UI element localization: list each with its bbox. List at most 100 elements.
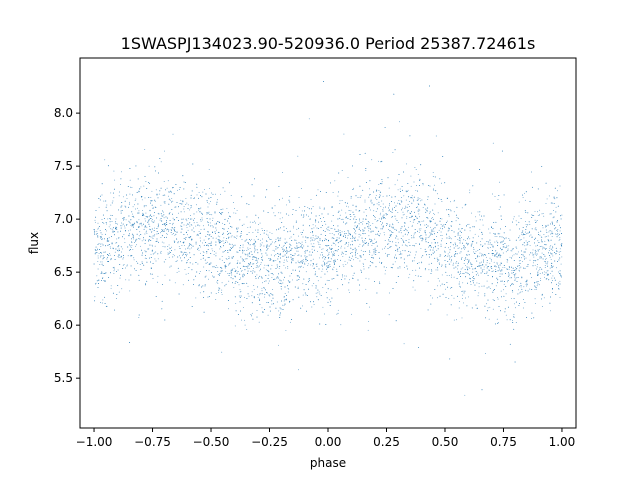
data-point bbox=[460, 286, 462, 288]
data-point bbox=[96, 275, 98, 277]
data-point bbox=[234, 275, 236, 277]
data-point bbox=[508, 272, 509, 274]
data-point bbox=[429, 232, 431, 234]
data-point bbox=[552, 245, 554, 247]
data-point bbox=[309, 280, 311, 281]
data-point bbox=[556, 197, 558, 199]
data-point bbox=[356, 252, 358, 254]
data-point bbox=[373, 257, 374, 259]
data-point bbox=[440, 245, 442, 247]
data-point bbox=[502, 236, 504, 238]
data-point bbox=[261, 227, 263, 229]
data-point bbox=[123, 257, 125, 259]
data-point bbox=[460, 232, 462, 234]
data-point bbox=[503, 265, 505, 266]
data-point bbox=[315, 221, 317, 223]
data-point bbox=[459, 301, 461, 303]
data-point bbox=[429, 85, 430, 87]
data-point bbox=[450, 276, 452, 278]
data-point bbox=[406, 230, 408, 232]
data-point bbox=[220, 246, 222, 248]
data-point bbox=[535, 254, 537, 256]
data-point bbox=[120, 274, 121, 276]
data-point bbox=[394, 256, 395, 258]
data-point bbox=[230, 233, 232, 235]
data-point bbox=[408, 201, 410, 203]
data-point bbox=[456, 245, 458, 247]
data-point bbox=[331, 232, 333, 234]
data-point bbox=[320, 220, 322, 222]
data-point bbox=[174, 282, 176, 284]
data-point bbox=[271, 276, 273, 278]
data-point bbox=[164, 319, 166, 321]
data-point bbox=[441, 182, 442, 184]
data-point bbox=[234, 325, 236, 327]
data-point bbox=[164, 202, 166, 204]
data-point bbox=[126, 194, 128, 196]
data-point bbox=[306, 249, 308, 251]
data-point bbox=[223, 228, 225, 230]
data-point bbox=[215, 229, 217, 231]
data-point bbox=[522, 307, 524, 309]
data-point bbox=[301, 245, 302, 247]
data-point bbox=[394, 184, 396, 186]
data-point bbox=[264, 264, 266, 266]
data-point bbox=[358, 236, 360, 238]
data-point bbox=[517, 251, 519, 253]
data-point bbox=[97, 236, 99, 238]
data-point bbox=[411, 211, 412, 213]
data-point bbox=[421, 237, 423, 239]
data-point bbox=[401, 197, 402, 198]
data-point bbox=[183, 224, 185, 226]
data-point bbox=[496, 263, 498, 265]
data-point bbox=[199, 246, 201, 248]
data-point bbox=[418, 185, 420, 186]
data-point bbox=[348, 289, 350, 291]
data-point bbox=[192, 163, 194, 165]
data-point bbox=[343, 235, 344, 237]
data-point bbox=[317, 227, 319, 229]
data-point bbox=[392, 232, 394, 234]
data-point bbox=[129, 290, 131, 292]
data-point bbox=[389, 225, 391, 227]
data-point bbox=[260, 262, 262, 264]
data-point bbox=[426, 254, 428, 256]
data-point bbox=[236, 235, 238, 237]
data-point bbox=[442, 293, 444, 295]
data-point bbox=[313, 243, 315, 245]
data-point bbox=[266, 244, 268, 246]
data-point bbox=[531, 277, 533, 278]
data-point bbox=[259, 245, 261, 247]
data-point bbox=[496, 240, 498, 242]
data-point bbox=[276, 301, 278, 303]
data-point bbox=[221, 292, 223, 294]
data-point bbox=[409, 217, 411, 218]
data-point bbox=[208, 270, 210, 272]
data-point bbox=[261, 293, 263, 295]
data-point bbox=[281, 197, 283, 199]
data-point bbox=[199, 237, 201, 239]
data-point bbox=[281, 300, 283, 302]
data-point bbox=[436, 249, 438, 251]
data-point bbox=[432, 176, 434, 177]
data-point bbox=[244, 319, 246, 321]
data-point bbox=[283, 264, 285, 266]
data-point bbox=[318, 243, 320, 245]
data-point bbox=[120, 230, 122, 232]
data-point bbox=[369, 252, 371, 254]
data-point bbox=[208, 211, 210, 213]
data-point bbox=[391, 226, 393, 228]
data-point bbox=[411, 224, 413, 226]
data-point bbox=[437, 267, 438, 269]
data-point bbox=[416, 217, 418, 219]
data-point bbox=[451, 238, 453, 240]
data-point bbox=[559, 237, 561, 239]
data-point bbox=[227, 273, 229, 274]
data-point bbox=[473, 251, 475, 253]
data-point bbox=[235, 269, 236, 271]
data-point bbox=[534, 219, 536, 221]
data-point bbox=[232, 202, 234, 203]
data-point bbox=[135, 240, 137, 242]
data-point bbox=[145, 216, 147, 217]
data-point bbox=[552, 265, 554, 267]
